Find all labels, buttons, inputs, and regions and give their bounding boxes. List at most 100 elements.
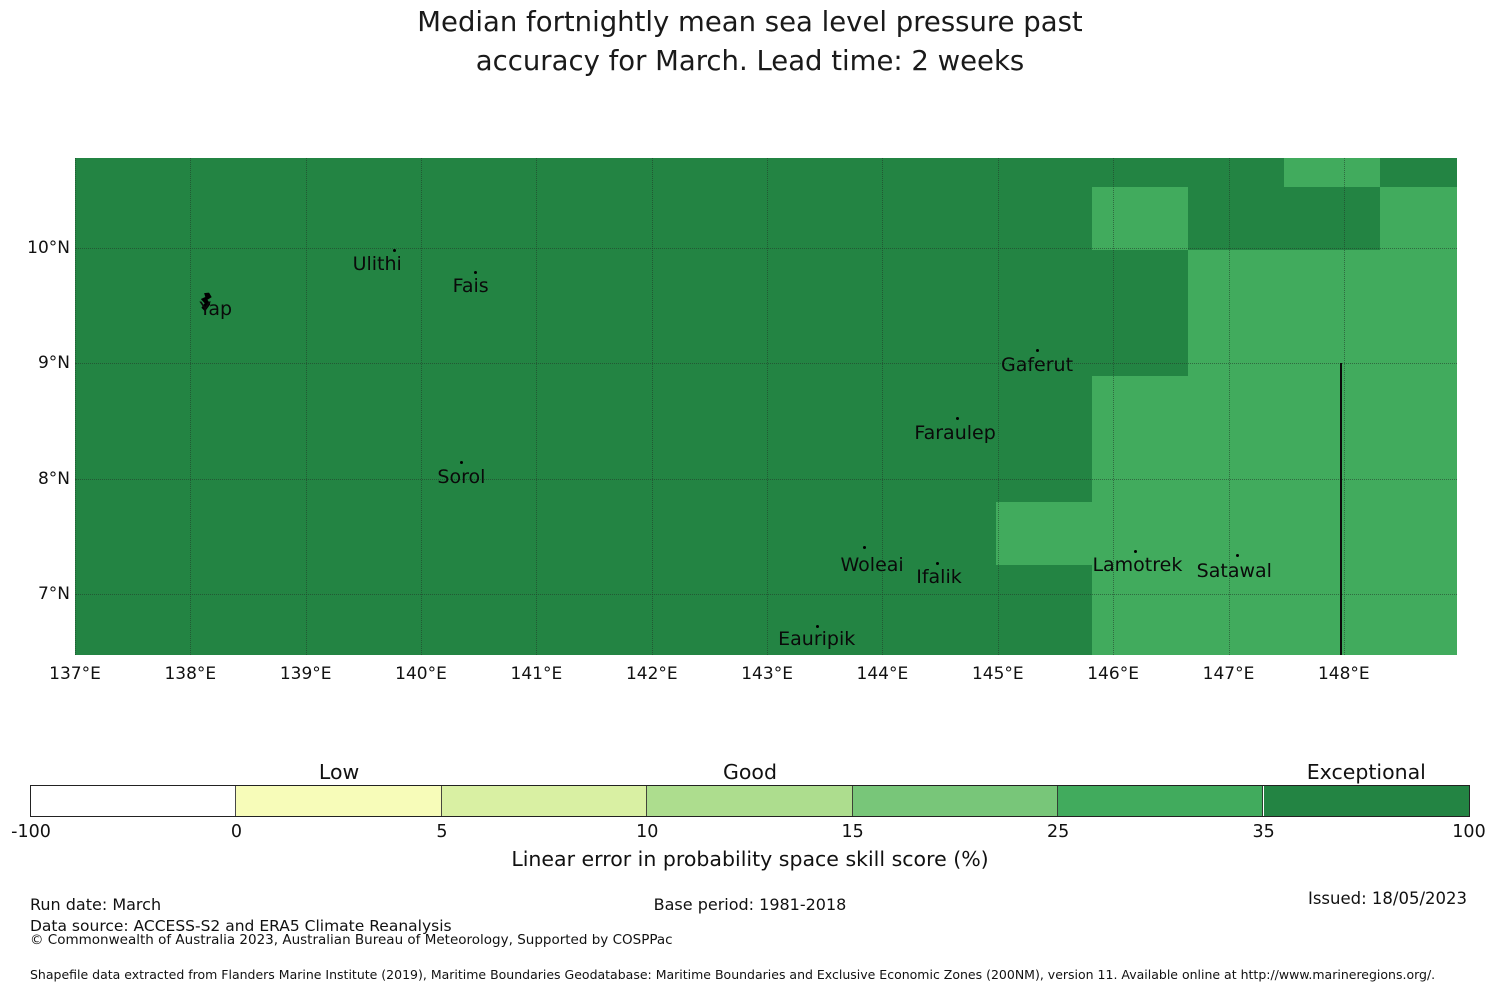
- colorbar-segment: [236, 786, 442, 816]
- x-tick-label: 142°E: [625, 664, 678, 684]
- x-tick-label: 146°E: [1087, 664, 1139, 684]
- map-cell-skill-25-35: [996, 502, 1093, 566]
- map-cell-skill-25-35: [1092, 439, 1189, 503]
- base-period-text: Base period: 1981-2018: [653, 895, 847, 914]
- graticule-meridian: [767, 158, 769, 655]
- colorbar-segment: [852, 786, 1059, 816]
- island-label: Satawal: [1196, 559, 1272, 582]
- island-label: Eauripik: [778, 627, 856, 650]
- map-cell-skill-25-35: [1188, 565, 1285, 629]
- eez-boundary-line: [1340, 363, 1343, 655]
- x-tick-label: 140°E: [395, 664, 447, 684]
- island-marker-icon: [473, 270, 477, 274]
- island-marker-icon: [936, 562, 940, 566]
- map-cell-skill-25-35: [1380, 250, 1457, 314]
- run-date-text: Run date: March: [30, 895, 162, 914]
- colorbar-tick-label: 10: [636, 822, 659, 842]
- x-tick-label: 144°E: [856, 664, 909, 684]
- island-marker-icon: [816, 624, 820, 628]
- colorbar-tick-label: 100: [1452, 822, 1486, 842]
- colorbar-category-label: Low: [318, 760, 360, 784]
- colorbar-tick-label: -100: [11, 822, 51, 842]
- map-cell-skill-25-35: [1380, 187, 1457, 251]
- graticule-meridian: [651, 158, 653, 655]
- map-plot-area: Yap Ulithi Fais Sorol Gaferut Faraulep Woleai I…: [75, 158, 1457, 655]
- x-tick-label: 137°E: [49, 664, 101, 684]
- colorbar-category-label: Exceptional: [1306, 760, 1426, 784]
- island-marker-icon: [955, 417, 959, 421]
- map-cell-skill-25-35: [1284, 439, 1381, 503]
- map-cell-skill-25-35: [1284, 628, 1381, 655]
- graticule-meridian: [536, 158, 538, 655]
- graticule-meridian: [75, 158, 76, 655]
- data-source-text: Data source: ACCESS-S2 and ERA5 Climate …: [30, 917, 452, 935]
- x-tick-label: 147°E: [1202, 664, 1255, 684]
- map-cell-skill-25-35: [1092, 565, 1189, 629]
- colorbar-category-label: Good: [723, 760, 777, 784]
- graticule-meridian: [305, 158, 307, 655]
- chart-title: Median fortnightly mean sea level pressu…: [0, 3, 1500, 81]
- colorbar-segment: [647, 786, 853, 816]
- colorbar-segment: [441, 786, 648, 816]
- map-cell-skill-25-35: [1188, 439, 1285, 503]
- island-label: Gaferut: [1000, 353, 1074, 376]
- map-cell-skill-25-35: [1188, 376, 1285, 440]
- x-tick-label: 138°E: [164, 664, 217, 684]
- x-tick-label: 145°E: [971, 664, 1024, 684]
- island-marker-icon: [459, 461, 463, 464]
- map-cell-skill-25-35: [1188, 502, 1285, 566]
- copyright-text: © Commonwealth of Australia 2023, Austra…: [30, 932, 673, 948]
- colorbar-tick-label: 15: [841, 822, 864, 842]
- island-label: Fais: [452, 275, 489, 297]
- island-label: Faraulep: [914, 421, 996, 444]
- colorbar: [30, 785, 1470, 817]
- graticule-meridian: [997, 158, 999, 655]
- colorbar-segment: [1263, 786, 1469, 816]
- map-cell-skill-25-35: [1380, 313, 1457, 377]
- map-cell-skill-25-35: [1188, 628, 1285, 655]
- island-label: Yap: [199, 298, 233, 321]
- issued-date-text: Issued: 18/05/2023: [1307, 889, 1467, 908]
- y-tick-label: 8°N: [37, 468, 70, 489]
- island-label: Ifalik: [916, 565, 962, 588]
- chart-title-line1: Median fortnightly mean sea level pressu…: [417, 6, 1083, 38]
- y-tick-label: 9°N: [37, 353, 70, 374]
- island-label: Sorol: [437, 466, 486, 489]
- graticule-meridian: [882, 158, 884, 655]
- colorbar-segment: [31, 786, 237, 816]
- shapefile-note-text: Shapefile data extracted from Flanders M…: [30, 967, 1436, 982]
- map-cell-skill-25-35: [1284, 250, 1381, 314]
- map-cell-skill-25-35: [1380, 376, 1457, 440]
- island-marker-icon: [1133, 549, 1137, 553]
- colorbar-segment: [1058, 786, 1264, 816]
- map-cell-skill-25-35: [1380, 628, 1457, 655]
- colorbar-axis-label: Linear error in probability space skill …: [511, 847, 989, 871]
- graticule-meridian: [190, 158, 192, 655]
- map-cell-skill-25-35: [1284, 313, 1381, 377]
- map-cell-skill-25-35: [1380, 439, 1457, 503]
- x-tick-label: 148°E: [1317, 664, 1370, 684]
- chart-title-line2: accuracy for March. Lead time: 2 weeks: [475, 45, 1025, 77]
- colorbar-tick-label: 35: [1252, 822, 1275, 842]
- island-label: Ulithi: [352, 253, 402, 276]
- x-tick-label: 139°E: [279, 664, 332, 684]
- island-marker-icon: [393, 248, 396, 252]
- map-cell-skill-25-35: [1188, 250, 1285, 314]
- graticule-meridian: [421, 158, 422, 655]
- map-cell-skill-25-35: [1284, 565, 1381, 629]
- island-label: Lamotrek: [1092, 554, 1183, 577]
- colorbar-tick-label: 5: [436, 822, 448, 842]
- map-cell-skill-25-35: [1092, 628, 1189, 655]
- map-cell-skill-25-35: [1284, 158, 1381, 188]
- colorbar-tick-label: 0: [230, 822, 242, 842]
- island-marker-icon: [1035, 349, 1039, 353]
- map-cell-skill-25-35: [1284, 376, 1381, 440]
- map-cell-skill-25-35: [1284, 502, 1381, 566]
- island-marker-icon: [862, 546, 866, 550]
- map-cell-skill-25-35: [1188, 313, 1285, 377]
- map-cell-skill-25-35: [1380, 565, 1457, 629]
- y-tick-label: 10°N: [27, 238, 70, 258]
- y-tick-label: 7°N: [37, 583, 70, 604]
- map-cell-skill-25-35: [1092, 502, 1189, 566]
- x-tick-label: 143°E: [741, 664, 793, 684]
